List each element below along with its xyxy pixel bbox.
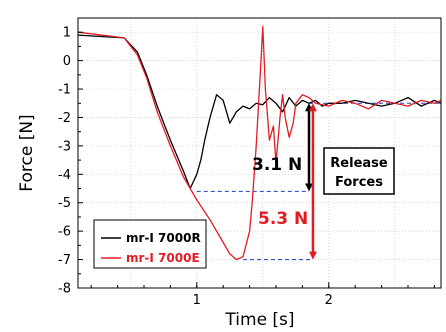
x-tick-label: 2 [325, 293, 333, 308]
y-tick-label: -1 [58, 83, 71, 98]
y-tick-label: -8 [58, 282, 71, 297]
release-label-line1: Release [330, 156, 388, 171]
series-line-mr-i-7000r [77, 34, 442, 190]
release-box-frame [323, 147, 395, 195]
y-tick-label: -2 [58, 111, 71, 126]
legend-label-mr-i-7000e: mr-I 7000E [126, 251, 200, 265]
x-axis-title: Time [s] [224, 310, 294, 330]
y-tick-label: -6 [58, 225, 71, 240]
force-arrows [305, 103, 317, 260]
y-tick-label: -7 [58, 253, 71, 268]
tick-layer: 1 0 -1 -2 -3 -4 -5 -6 -7 -8 1 2 [58, 17, 435, 308]
legend-frame [93, 219, 207, 269]
x-tick-label: 1 [193, 293, 201, 308]
release-forces-box: Release Forces [323, 147, 395, 195]
series-line-mr-i-7000e [77, 25, 442, 261]
y-tick-label: 1 [63, 26, 71, 41]
series-layer [77, 25, 442, 261]
annotation-black-force: 3.1 N [252, 155, 302, 175]
annotation-red-force: 5.3 N [258, 209, 308, 229]
y-axis-title: Force [N] [17, 114, 37, 191]
legend: mr-I 7000R mr-I 7000E [93, 219, 207, 269]
legend-label-mr-i-7000r: mr-I 7000R [126, 231, 201, 245]
y-tick-label: -4 [58, 168, 71, 183]
y-tick-label: -3 [58, 139, 71, 154]
release-label-line2: Forces [335, 175, 383, 190]
plot-frame [77, 17, 442, 289]
y-tick-label: -5 [58, 196, 71, 211]
y-tick-label: 0 [63, 54, 71, 69]
